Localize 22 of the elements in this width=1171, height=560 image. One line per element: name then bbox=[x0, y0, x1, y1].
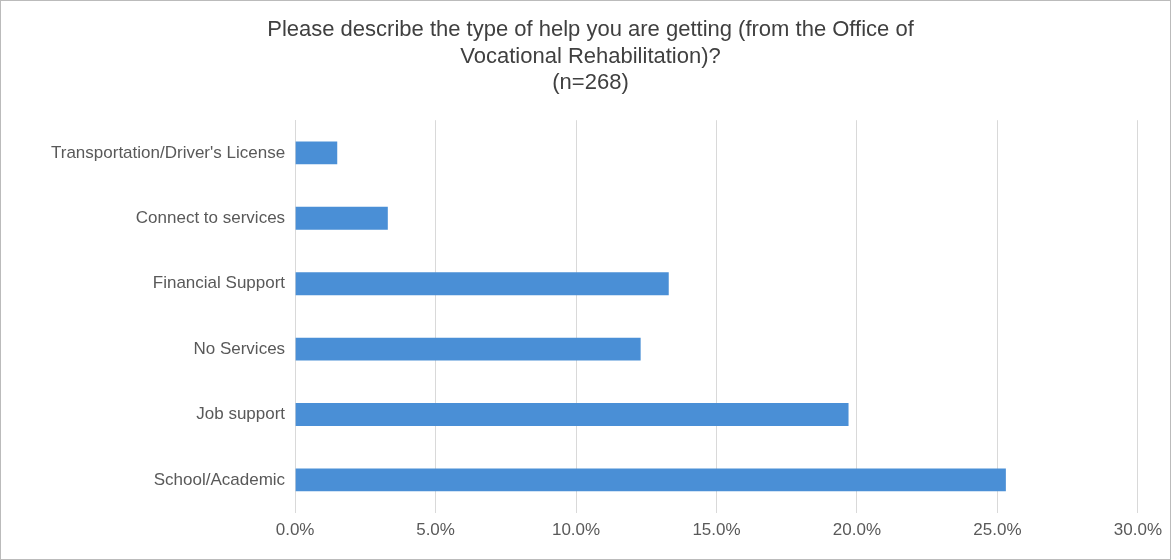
x-tick-label: 25.0% bbox=[973, 520, 1022, 540]
x-tick-label: 5.0% bbox=[416, 520, 455, 540]
x-tick-label: 20.0% bbox=[832, 520, 882, 540]
y-tick-label: Financial Support bbox=[152, 273, 286, 293]
y-tick-label: Job support bbox=[196, 404, 286, 424]
y-tick-label: Transportation/Driver's License bbox=[50, 142, 286, 162]
y-tick-label: No Services bbox=[193, 338, 286, 358]
x-tick-label: 15.0% bbox=[692, 520, 741, 540]
x-tick-label: 10.0% bbox=[551, 520, 601, 540]
text: Please describe the type of help you are getting (from the Office of bbox=[267, 16, 914, 42]
bar bbox=[295, 403, 849, 426]
x-tick-label: 30.0% bbox=[1113, 520, 1162, 540]
y-tick-label: Connect to services bbox=[135, 207, 286, 227]
text: Vocational Rehabilitation)? bbox=[460, 42, 721, 68]
bar bbox=[295, 206, 388, 230]
text: (n=268) bbox=[552, 69, 629, 95]
bar bbox=[295, 468, 1006, 492]
y-tick-label: School/Academic bbox=[153, 469, 286, 489]
x-tick-label: 0.0% bbox=[275, 520, 315, 540]
bar bbox=[295, 141, 338, 165]
bar bbox=[295, 337, 641, 361]
bar bbox=[295, 272, 669, 296]
